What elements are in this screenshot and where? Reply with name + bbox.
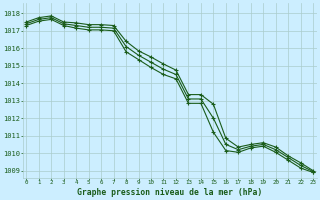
X-axis label: Graphe pression niveau de la mer (hPa): Graphe pression niveau de la mer (hPa) (77, 188, 262, 197)
